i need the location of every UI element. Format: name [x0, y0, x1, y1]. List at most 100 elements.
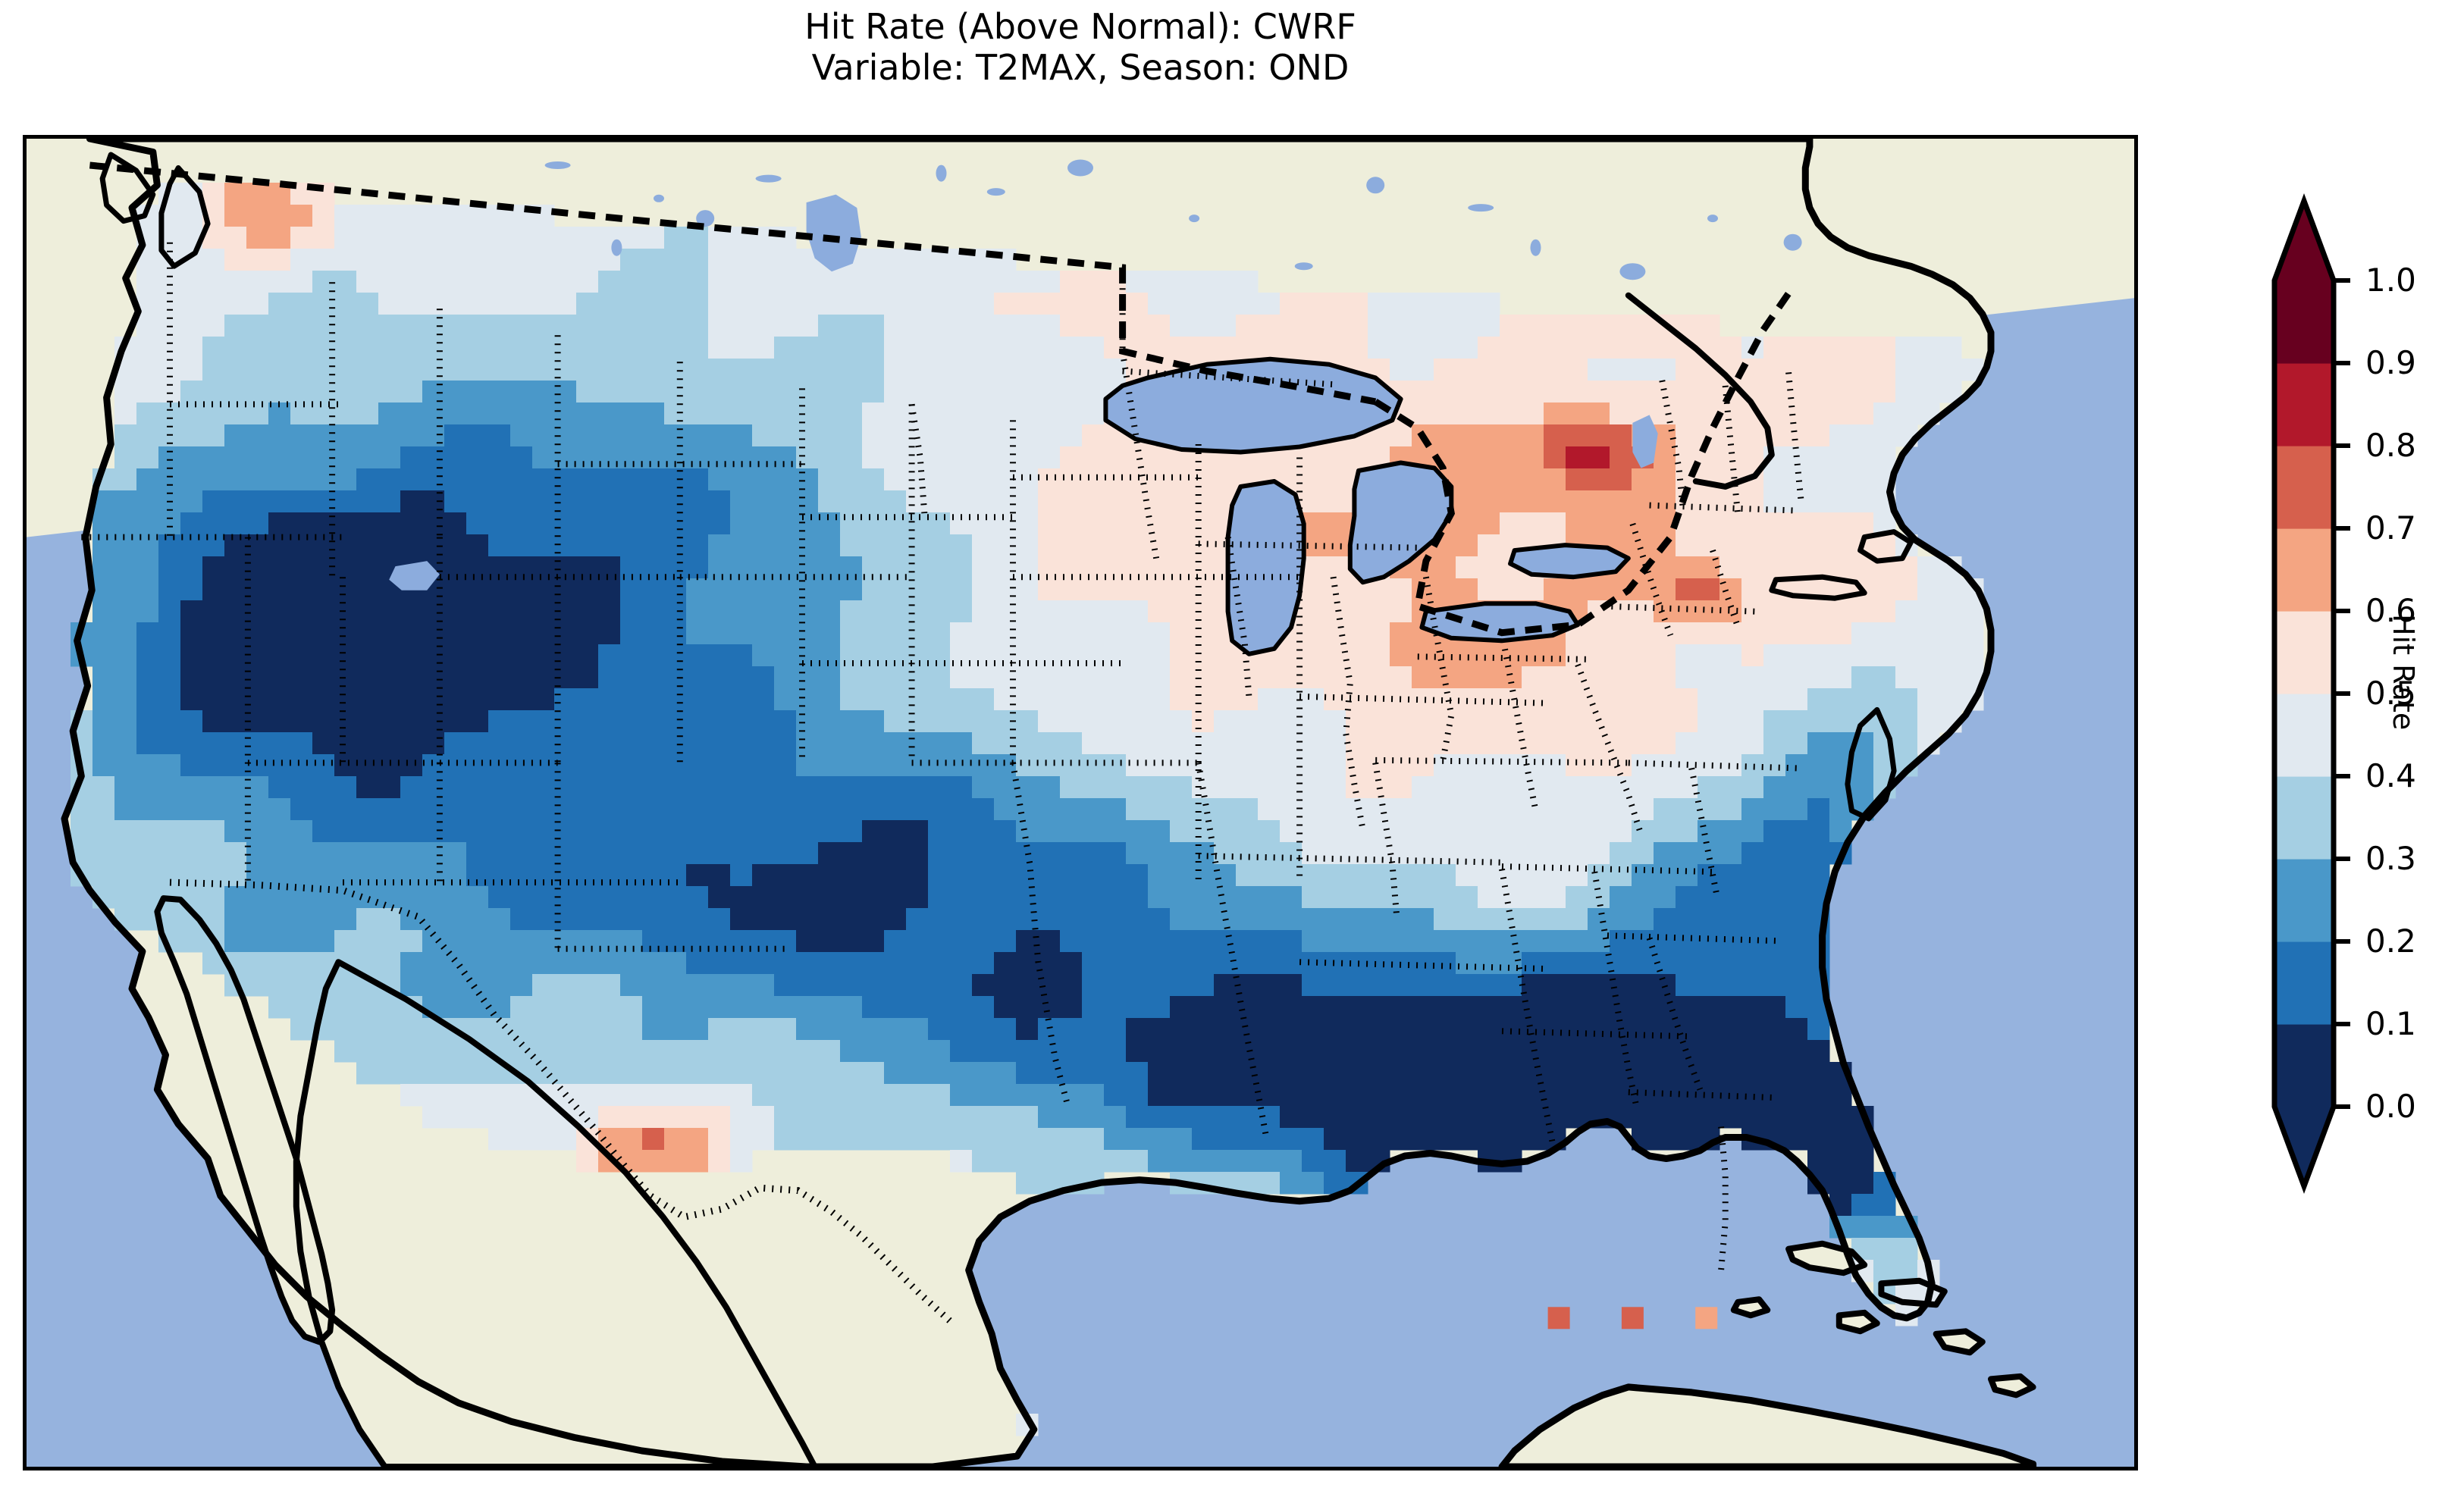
data-cell [576, 490, 599, 513]
data-cell [994, 271, 1017, 293]
data-cell [576, 359, 599, 381]
data-cell [532, 996, 555, 1019]
data-cell [268, 710, 291, 733]
data-cell [466, 622, 489, 645]
data-cell [1082, 754, 1105, 777]
map-axes[interactable] [23, 135, 2138, 1471]
colorbar-band[interactable] [2274, 776, 2334, 860]
data-cell [884, 930, 907, 953]
data-cell [488, 293, 511, 315]
data-cell [356, 622, 379, 645]
data-cell [752, 337, 775, 359]
small-lake-0 [654, 194, 664, 202]
data-cell [444, 1040, 467, 1063]
data-cell [510, 732, 533, 755]
data-cell [290, 271, 313, 293]
data-cell [1324, 1040, 1346, 1063]
data-cell [1566, 446, 1588, 469]
data-cell [1324, 776, 1346, 799]
data-cell [1522, 732, 1544, 755]
data-cell [356, 490, 379, 513]
colorbar-band[interactable] [2274, 941, 2334, 1025]
data-cell [1917, 600, 1940, 623]
data-cell [928, 864, 951, 887]
data-cell [862, 688, 885, 711]
coastline-north-america [61, 139, 1995, 1467]
data-cell [884, 337, 907, 359]
data-cell [554, 952, 577, 975]
data-cell [554, 974, 577, 997]
data-cell [1170, 842, 1193, 865]
data-cell [1851, 1150, 1874, 1173]
data-cell [950, 468, 973, 491]
data-cell [180, 205, 203, 227]
data-cell [972, 337, 995, 359]
data-cell [928, 798, 951, 821]
data-cell [202, 359, 225, 381]
data-cell [752, 754, 775, 777]
colorbar-svg[interactable]: 0.00.10.20.30.40.50.60.70.80.91.0 [2244, 129, 2464, 1372]
data-cell [1544, 732, 1566, 755]
data-cell [1016, 337, 1039, 359]
colorbar-band[interactable] [2274, 280, 2334, 364]
data-cell [400, 776, 423, 799]
data-cell [708, 600, 731, 623]
colorbar-band[interactable] [2274, 363, 2334, 446]
data-cell [1412, 359, 1434, 381]
data-cell [1676, 996, 1698, 1019]
data-cell [1060, 688, 1083, 711]
data-cell [180, 424, 203, 447]
data-cell [1610, 381, 1632, 403]
data-cell [1060, 1106, 1083, 1129]
data-cell [642, 1084, 665, 1107]
data-cell [642, 381, 665, 403]
data-cell [818, 996, 841, 1019]
data-cell [906, 974, 929, 997]
data-cell [928, 930, 951, 953]
data-cell [950, 974, 973, 997]
data-cell [1763, 1062, 1786, 1085]
data-cell [488, 622, 511, 645]
data-cell [114, 732, 137, 755]
data-cell [312, 468, 335, 491]
data-cell [620, 952, 643, 975]
data-cell [664, 710, 687, 733]
data-cell [1478, 359, 1500, 381]
data-cell [1170, 534, 1193, 557]
data-cell [224, 205, 247, 227]
data-cell [1126, 490, 1149, 513]
data-cell [488, 688, 511, 711]
data-cell [620, 710, 643, 733]
data-cell [1785, 908, 1808, 931]
data-cell [136, 512, 159, 535]
state-border-nd-mn [908, 403, 928, 514]
data-cell [1785, 468, 1808, 491]
data-cell [598, 1062, 621, 1085]
data-cell [444, 1062, 467, 1085]
data-cell [312, 490, 335, 513]
colorbar-band[interactable] [2274, 446, 2334, 529]
data-cell [1500, 446, 1522, 469]
data-cell [1522, 886, 1544, 909]
colorbar[interactable]: 0.0 0.1 0.2 0.3 0.4 0.5 0.6 0.7 0.8 0.9 1.0 Hit Ra… [2244, 129, 2464, 1372]
data-cell [136, 578, 159, 601]
data-cell [312, 886, 335, 909]
data-cell [488, 227, 511, 249]
colorbar-bands[interactable] [2274, 201, 2334, 1186]
colorbar-band[interactable] [2274, 694, 2334, 777]
colorbar-band[interactable] [2274, 528, 2334, 612]
data-cell [510, 688, 533, 711]
data-cell [554, 227, 577, 249]
colorbar-band[interactable] [2274, 1024, 2334, 1107]
data-cell [1676, 534, 1698, 557]
colorbar-band[interactable] [2274, 611, 2334, 694]
data-cell [686, 864, 709, 887]
data-cell [510, 1106, 533, 1129]
data-cell [928, 1128, 951, 1151]
data-cell [488, 249, 511, 271]
colorbar-band[interactable] [2274, 859, 2334, 942]
data-cell [1566, 468, 1588, 491]
data-cell [1214, 337, 1237, 359]
data-cell [1566, 512, 1588, 535]
data-cell [950, 490, 973, 513]
